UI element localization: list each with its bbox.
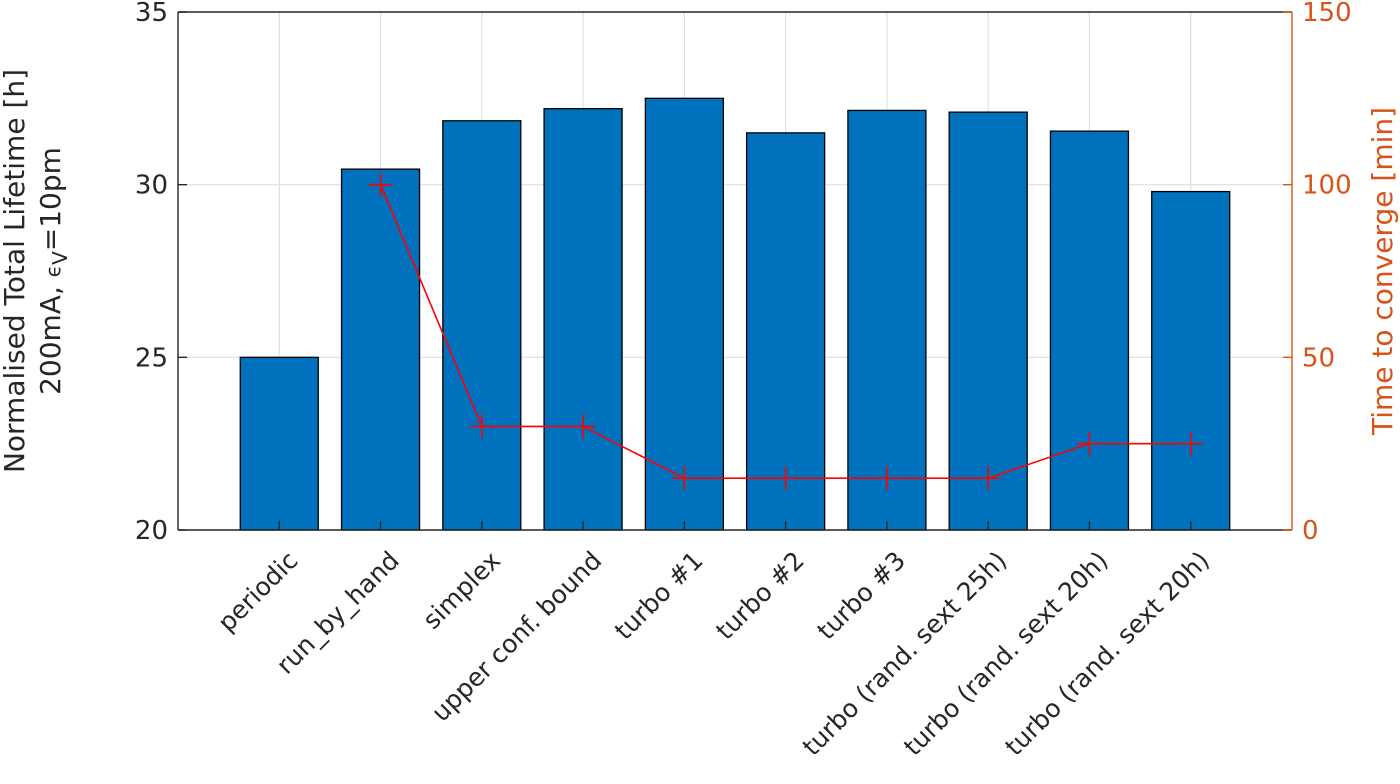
- right-tick-label: 50: [1302, 343, 1335, 373]
- left-tick-label: 35: [135, 0, 168, 28]
- right-tick-label: 150: [1302, 0, 1352, 28]
- time-marker: [874, 466, 899, 491]
- bar: [948, 111, 1028, 531]
- left-tick-label: 20: [135, 516, 168, 546]
- x-tick-label: turbo (rand. sext 20h): [999, 546, 1215, 762]
- right-tick-label: 100: [1302, 171, 1352, 201]
- time-marker: [1077, 431, 1102, 456]
- left-tick-label: 25: [135, 343, 168, 373]
- right-y-axis-label: Time to converge [min]: [1366, 107, 1399, 436]
- time-marker: [1178, 431, 1203, 456]
- bar: [644, 97, 725, 531]
- x-tick-label: simplex: [417, 546, 506, 635]
- bar: [1151, 190, 1231, 531]
- y-axis-label-line1: Normalised Total Lifetime [h]: [0, 69, 31, 473]
- x-tick-label: upper conf. bound: [426, 546, 608, 728]
- time-marker: [773, 466, 798, 491]
- x-tick-label: turbo (rand. sext 20h): [898, 546, 1114, 762]
- bar: [442, 120, 522, 531]
- time-line-series: [368, 172, 1203, 491]
- time-marker: [368, 172, 393, 197]
- bar: [745, 132, 826, 531]
- time-marker: [672, 466, 697, 491]
- bar: [239, 356, 319, 531]
- right-axis-ticks: 0 50 100 150: [1283, 0, 1352, 546]
- time-marker: [571, 414, 596, 439]
- left-tick-label: 30: [135, 171, 168, 201]
- x-tick-label: turbo #2: [710, 546, 810, 646]
- time-marker: [976, 466, 1001, 491]
- left-axis-ticks: 20 25 30 35: [135, 0, 187, 546]
- right-tick-label: 0: [1302, 516, 1319, 546]
- bar-series: [239, 97, 1231, 531]
- bar: [847, 109, 927, 531]
- y-axis-label-line2: 200mA, ϵV=10pm: [34, 147, 72, 395]
- axes-frame: [177, 11, 1293, 531]
- bar: [340, 168, 421, 531]
- x-tick-label: turbo (rand. sext 25h): [797, 546, 1013, 762]
- x-tick-label: turbo #1: [609, 546, 709, 646]
- x-tick-label: turbo #3: [812, 546, 912, 646]
- bar: [1049, 130, 1130, 531]
- x-tick-label: periodic: [212, 546, 303, 637]
- bar: [543, 108, 623, 531]
- time-marker: [469, 414, 494, 439]
